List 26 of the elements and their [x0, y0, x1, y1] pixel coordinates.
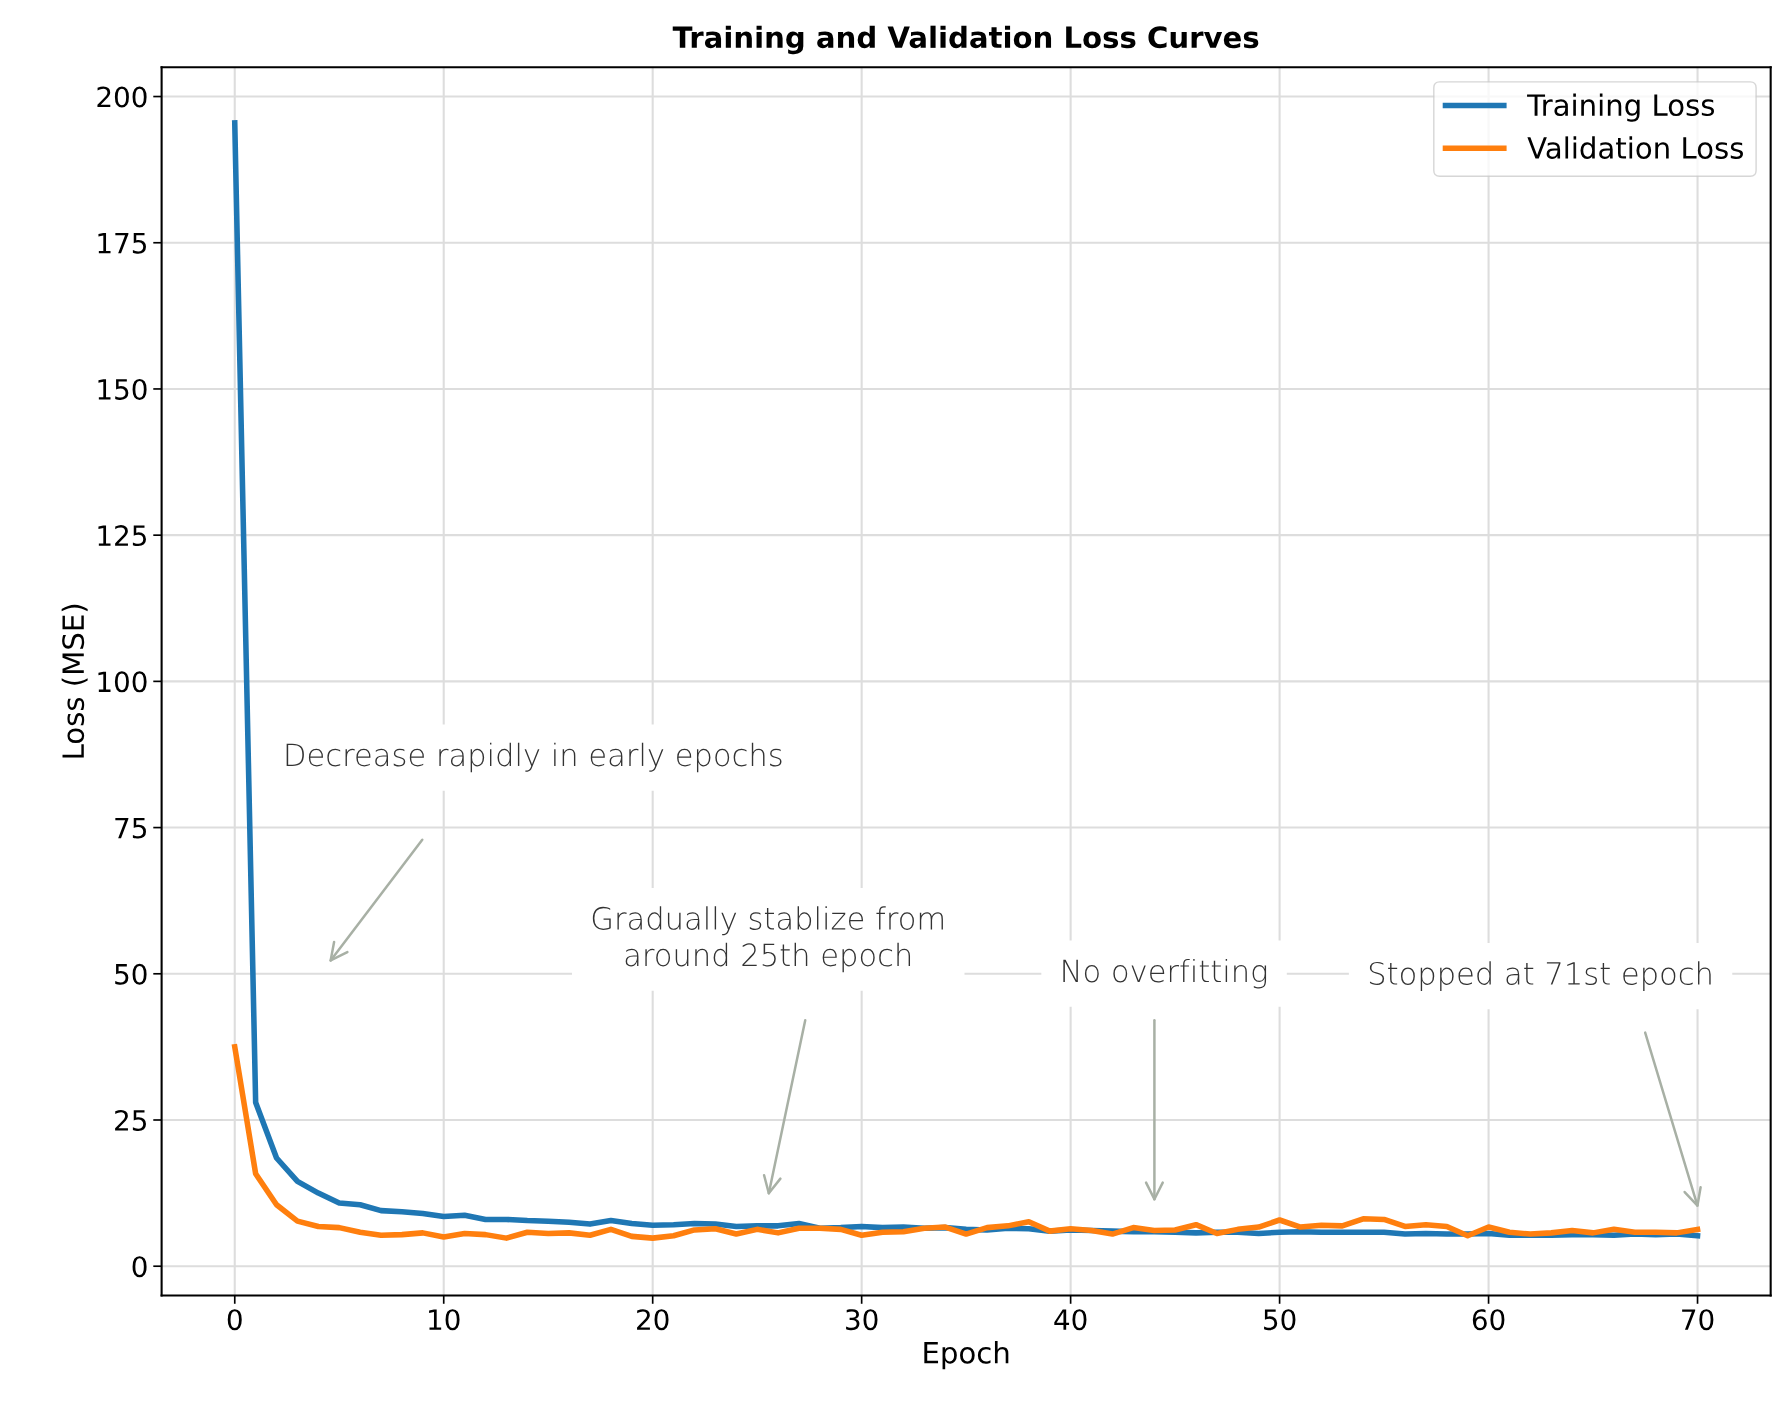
y-tick-label: 50	[115, 963, 147, 985]
y-tick-label: 100	[98, 671, 147, 693]
x-tick-label: 20	[637, 1309, 669, 1331]
x-axis-title: Epoch	[924, 1341, 1009, 1370]
y-tick-label: 25	[115, 1109, 146, 1131]
y-tick-label: 175	[98, 233, 146, 254]
annotation: Gradually stablize from around 25th epoch	[592, 906, 943, 973]
annotation: Stopped at 71st epoch	[1369, 961, 1711, 991]
legend-label: Validation Loss	[1527, 136, 1743, 159]
annotation: No overfitting	[1063, 958, 1267, 989]
x-tick-label: 10	[429, 1309, 460, 1331]
x-tick-label: 40	[1054, 1309, 1087, 1331]
y-tick-label: 125	[98, 525, 146, 547]
y-tick-label: 150	[98, 378, 147, 400]
y-tick-label: 75	[115, 817, 146, 839]
y-tick-label: 200	[97, 86, 147, 108]
chart-title: Training and Validation Loss Curves	[672, 25, 1259, 55]
x-tick-label: 30	[846, 1309, 878, 1331]
annotation: Decrease rapidly in early epochs	[286, 742, 782, 773]
legend-label: Training Loss	[1527, 93, 1715, 122]
x-tick-label: 0	[227, 1309, 242, 1331]
x-tick-label: 70	[1682, 1309, 1714, 1331]
x-tick-label: 60	[1472, 1309, 1505, 1331]
x-tick-label: 50	[1264, 1309, 1296, 1331]
y-tick-label: 0	[132, 1256, 147, 1278]
y-axis-title: Loss (MSE)	[61, 604, 88, 758]
